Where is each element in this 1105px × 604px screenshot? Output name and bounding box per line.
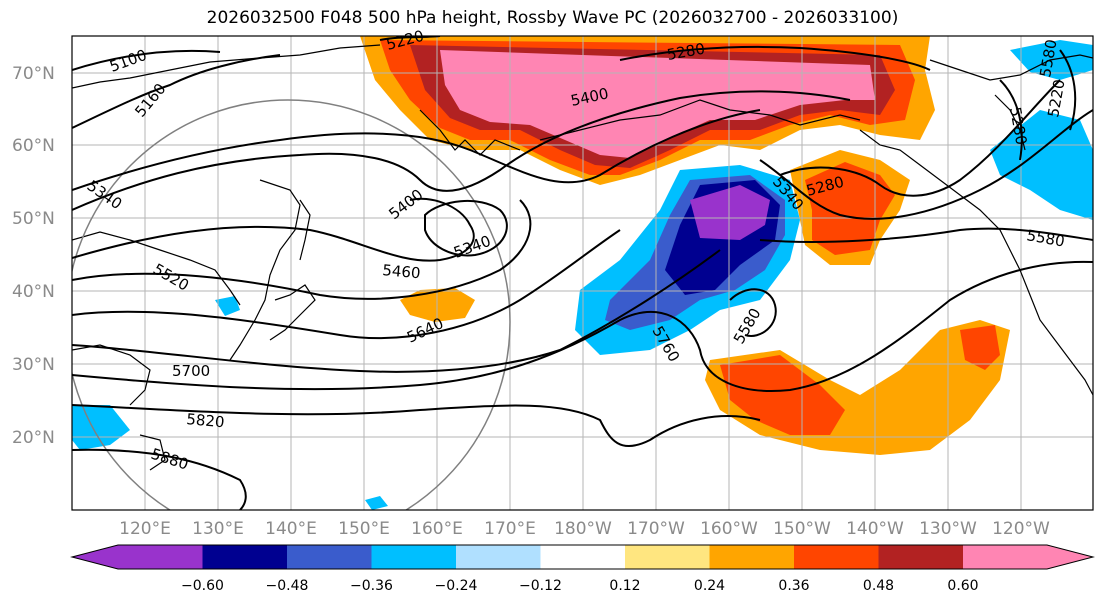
lon-label: 140°W bbox=[846, 519, 904, 539]
colorbar-tick-label: −0.60 bbox=[181, 578, 224, 594]
contour-5820 bbox=[72, 404, 761, 447]
contour-5340-east bbox=[759, 109, 1093, 220]
contour-5700 bbox=[72, 249, 721, 373]
lon-label: 180°W bbox=[554, 519, 612, 539]
colorbar-tick-label: 0.12 bbox=[609, 578, 640, 594]
colorbar-segment bbox=[709, 545, 794, 569]
colorbar-segment bbox=[118, 545, 203, 569]
height-contours bbox=[72, 36, 1093, 510]
contour-5580-ne bbox=[999, 79, 1023, 161]
colorbar-left-extension bbox=[72, 545, 118, 569]
negative-anomaly-small-2 bbox=[365, 496, 388, 510]
contour-5220-east bbox=[1059, 49, 1077, 131]
lat-label: 30°N bbox=[12, 355, 55, 375]
lon-label: 120°W bbox=[992, 519, 1050, 539]
colorbar-tick-label: 0.24 bbox=[694, 578, 725, 594]
contour-label: 5460 bbox=[382, 261, 422, 282]
contour-label: 5700 bbox=[172, 362, 210, 380]
colorbar-tick-label: −0.48 bbox=[266, 578, 309, 594]
colorbar-segment bbox=[202, 545, 287, 569]
lat-label: 20°N bbox=[12, 428, 55, 448]
map-title: 2026032500 F048 500 hPa height, Rossby W… bbox=[206, 8, 899, 28]
colorbar: −0.60 −0.48 −0.36 −0.24 −0.12 0.12 0.24 … bbox=[70, 544, 1095, 594]
colorbar-tick-label: −0.12 bbox=[519, 578, 562, 594]
coastlines bbox=[72, 44, 1093, 471]
contour-5580-east bbox=[759, 227, 1093, 243]
positive-anomaly-south-east bbox=[960, 325, 1000, 370]
positive-anomaly-south-mid bbox=[720, 355, 845, 435]
negative-anomaly-core bbox=[690, 185, 770, 240]
contour-5280-north bbox=[619, 45, 931, 71]
map-layer bbox=[72, 36, 1093, 510]
contour-5460 bbox=[72, 197, 475, 262]
lon-label: 170°W bbox=[627, 519, 685, 539]
colorbar-segment bbox=[963, 545, 1047, 569]
contour-5880 bbox=[72, 448, 247, 510]
colorbar-tick-label: 0.48 bbox=[863, 578, 894, 594]
colorbar-segment bbox=[456, 545, 541, 569]
positive-anomaly-gulf-mid bbox=[805, 162, 895, 255]
negative-anomaly-small-1 bbox=[215, 296, 240, 316]
contour-5160 bbox=[72, 54, 281, 129]
colorbar-tick-label: 0.60 bbox=[947, 578, 978, 594]
lon-label: 130°W bbox=[919, 519, 977, 539]
contour-5520 bbox=[72, 199, 532, 300]
contour-5100 bbox=[72, 49, 221, 71]
lon-label: 160°W bbox=[700, 519, 758, 539]
contour-5580-cutoff bbox=[729, 288, 777, 337]
contour-5640 bbox=[72, 229, 621, 340]
colorbar-tick-label: 0.36 bbox=[778, 578, 809, 594]
colorbar-segment bbox=[371, 545, 456, 569]
lat-label: 70°N bbox=[12, 64, 55, 84]
colorbar-segment bbox=[287, 545, 372, 569]
colorbar-outline bbox=[70, 544, 1095, 570]
negative-anomaly-alaska bbox=[990, 110, 1093, 220]
lon-label: 150°W bbox=[773, 519, 831, 539]
great-circle-outline bbox=[72, 99, 511, 510]
contour-5760 bbox=[72, 260, 1093, 392]
colorbar-segment bbox=[540, 545, 625, 569]
contour-5340-low bbox=[424, 199, 508, 257]
lon-label: 170°E bbox=[484, 519, 536, 539]
lat-label: 50°N bbox=[12, 209, 55, 229]
colorbar-segment bbox=[794, 545, 879, 569]
contour-5340-west bbox=[72, 109, 761, 191]
colorbar-tick-label: −0.36 bbox=[350, 578, 393, 594]
lat-label: 60°N bbox=[12, 136, 55, 156]
lon-label: 130°E bbox=[192, 519, 244, 539]
latitude-labels: 70°N 60°N 50°N 40°N 30°N 20°N bbox=[12, 64, 55, 448]
lon-label: 120°E bbox=[119, 519, 171, 539]
lon-label: 160°E bbox=[411, 519, 463, 539]
colorbar-tick-label: −0.24 bbox=[435, 578, 478, 594]
colorbar-right-extension bbox=[1047, 545, 1093, 569]
lon-label: 140°E bbox=[265, 519, 317, 539]
colorbar-segment bbox=[625, 545, 710, 569]
map-border bbox=[71, 35, 1094, 511]
lat-label: 40°N bbox=[12, 282, 55, 302]
lon-label: 150°E bbox=[338, 519, 390, 539]
contour-5400 bbox=[72, 90, 851, 211]
contour-label: 5820 bbox=[186, 410, 226, 431]
contour-5280-east bbox=[779, 79, 1061, 197]
colorbar-segment bbox=[878, 545, 963, 569]
longitude-labels: 120°E 130°E 140°E 150°E 160°E 170°E 180°… bbox=[119, 519, 1050, 539]
